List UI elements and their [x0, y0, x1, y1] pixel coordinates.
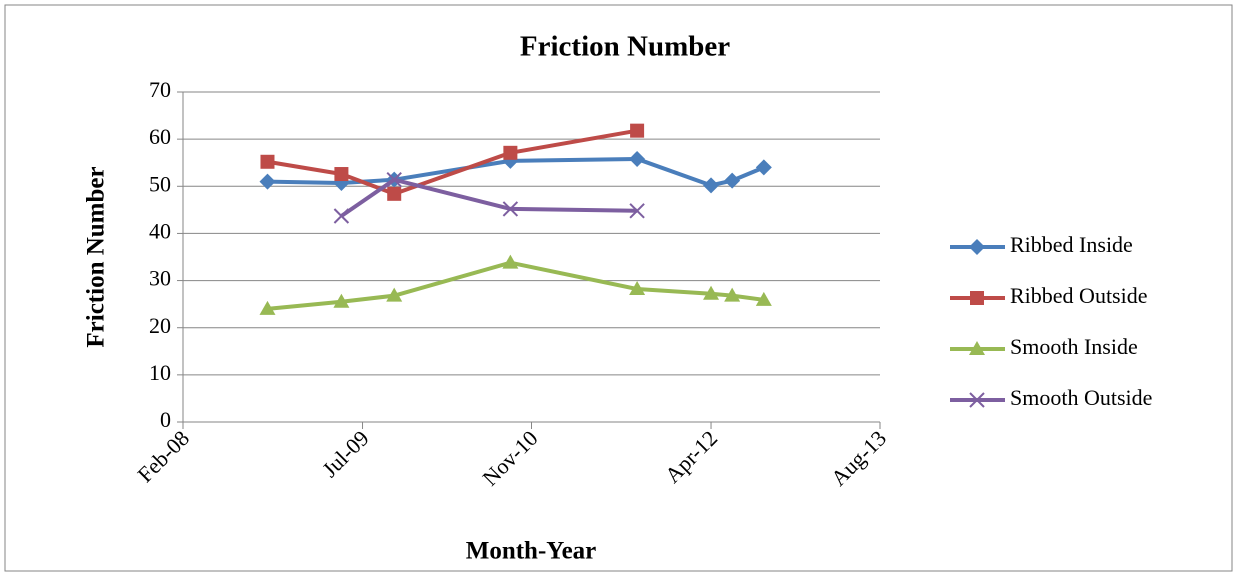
marker: [386, 171, 402, 188]
marker: [703, 177, 720, 194]
chart-title: Friction Number: [520, 31, 730, 63]
marker: [969, 239, 985, 255]
legend-label: Ribbed Inside: [1010, 232, 1133, 257]
marker: [503, 145, 518, 160]
legend-entry: Ribbed Outside: [950, 283, 1148, 308]
y-tick-label: 40: [149, 218, 171, 243]
marker: [502, 254, 519, 269]
y-tick-label: 60: [149, 124, 171, 149]
y-tick-label: 50: [149, 171, 171, 196]
legend-label: Smooth Outside: [1010, 385, 1152, 410]
marker: [755, 291, 772, 306]
y-tick-label: 70: [149, 77, 171, 102]
marker: [969, 341, 985, 355]
legend-entry: Smooth Outside: [950, 385, 1152, 410]
marker: [502, 201, 519, 217]
marker: [333, 208, 350, 224]
marker: [333, 293, 350, 308]
y-tick-label: 20: [149, 313, 171, 338]
y-tick-label: 0: [160, 407, 171, 432]
marker: [259, 173, 276, 190]
marker: [724, 172, 741, 189]
marker: [386, 287, 403, 302]
y-tick-label: 10: [149, 360, 171, 385]
legend-label: Smooth Inside: [1010, 334, 1138, 359]
chart-border: [4, 4, 1233, 572]
marker: [259, 300, 276, 315]
marker: [630, 123, 645, 138]
legend-entry: Smooth Inside: [950, 334, 1138, 359]
marker: [755, 159, 772, 176]
y-tick-label: 30: [149, 266, 171, 291]
y-axis-label: Friction Number: [83, 166, 110, 347]
legend-entry: Ribbed Inside: [950, 232, 1133, 257]
marker: [629, 281, 646, 296]
marker: [969, 392, 985, 408]
series-line: [340, 177, 638, 218]
marker: [724, 287, 741, 302]
marker: [260, 154, 275, 169]
marker: [387, 186, 402, 201]
marker: [703, 285, 720, 300]
legend-label: Ribbed Outside: [1010, 283, 1148, 308]
x-axis-label: Month-Year: [466, 538, 597, 565]
marker: [970, 291, 984, 305]
marker: [629, 150, 646, 167]
marker: [334, 167, 349, 182]
marker: [629, 203, 645, 219]
